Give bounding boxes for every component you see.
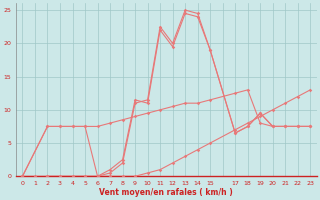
X-axis label: Vent moyen/en rafales ( km/h ): Vent moyen/en rafales ( km/h ): [100, 188, 233, 197]
